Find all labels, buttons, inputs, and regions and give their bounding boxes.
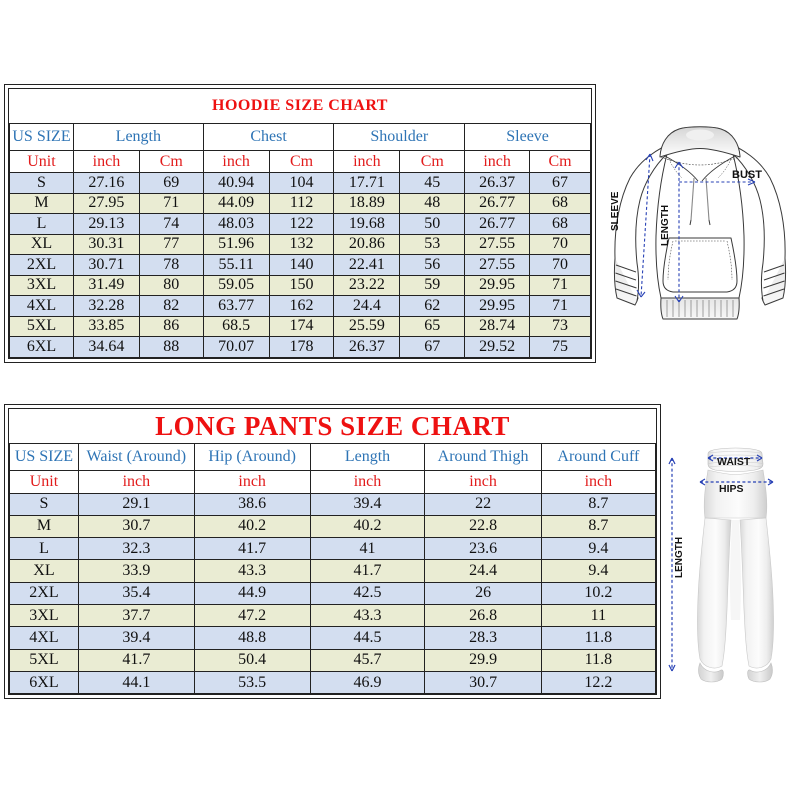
- svg-text:SLEEVE: SLEEVE: [610, 191, 621, 231]
- svg-text:HIPS: HIPS: [719, 483, 744, 495]
- svg-text:BUST: BUST: [732, 169, 762, 181]
- svg-text:LENGTH: LENGTH: [660, 205, 671, 246]
- svg-text:WAIST: WAIST: [717, 456, 751, 468]
- svg-text:LENGTH: LENGTH: [674, 537, 685, 578]
